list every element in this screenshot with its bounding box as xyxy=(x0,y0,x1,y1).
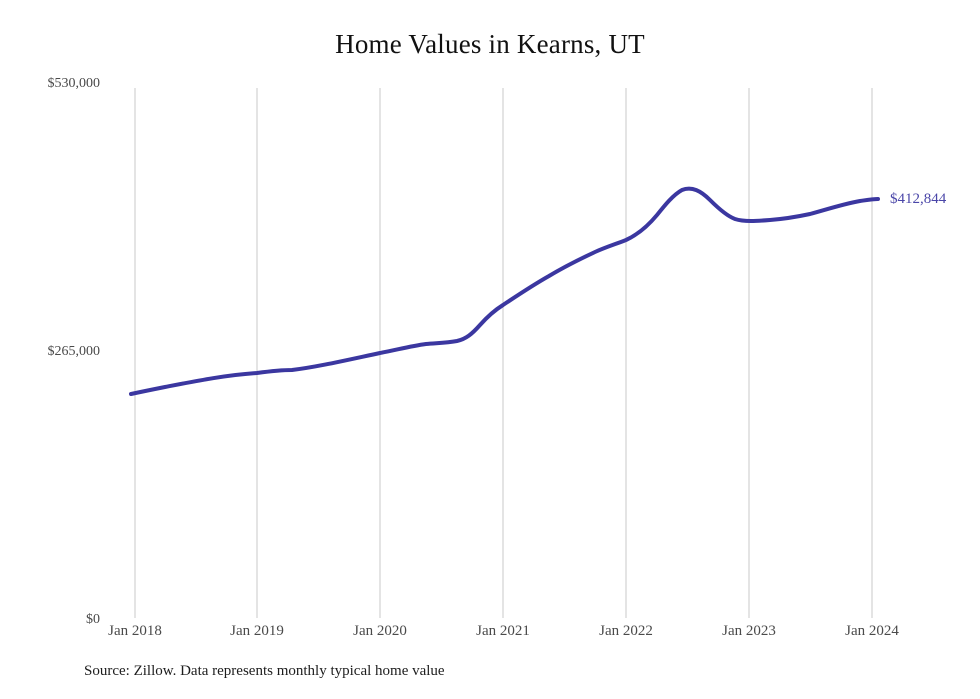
end-point-value-label: $412,844 xyxy=(890,191,947,207)
y-axis-tick-label-530000: $530,000 xyxy=(47,76,101,91)
x-axis-tick-label-jan-2020: Jan 2020 xyxy=(353,623,407,639)
x-axis-tick-label-jan-2019: Jan 2019 xyxy=(230,623,284,639)
gridlines xyxy=(134,88,873,618)
x-axis-tick-label-jan-2023: Jan 2023 xyxy=(722,623,776,639)
y-axis-tick-label-0: $0 xyxy=(86,612,100,627)
x-axis-tick-label-jan-2021: Jan 2021 xyxy=(476,623,530,639)
y-axis-tick-label-265000: $265,000 xyxy=(47,344,101,359)
x-axis-tick-label-jan-2018: Jan 2018 xyxy=(108,623,162,639)
chart-title: Home Values in Kearns, UT xyxy=(335,29,645,59)
x-axis-tick-label-jan-2024: Jan 2024 xyxy=(845,623,899,639)
x-axis-tick-label-jan-2022: Jan 2022 xyxy=(599,623,653,639)
source-note: Source: Zillow. Data represents monthly … xyxy=(84,663,445,679)
home-value-series-line xyxy=(129,186,880,396)
